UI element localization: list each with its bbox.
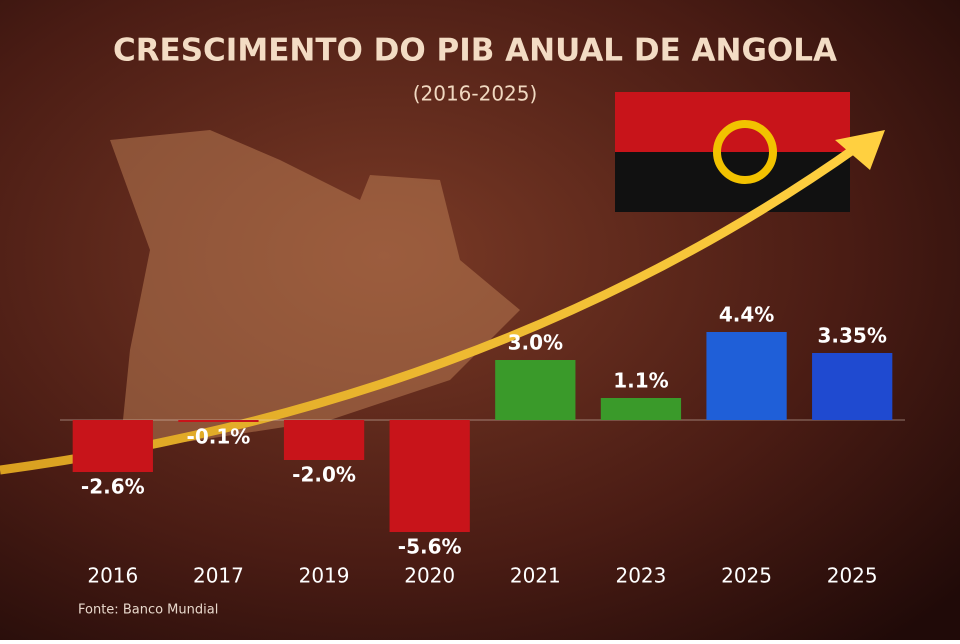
value-label: 4.4% xyxy=(719,303,774,327)
chart-subtitle: (2016-2025) xyxy=(413,82,538,106)
value-label: 1.1% xyxy=(613,369,668,393)
bar xyxy=(283,420,365,460)
value-label: 3.35% xyxy=(817,324,886,348)
x-tick-label: 2016 xyxy=(87,564,138,588)
x-tick-label: 2020 xyxy=(404,564,455,588)
bar xyxy=(178,420,259,422)
value-label: -2.0% xyxy=(292,463,356,487)
x-tick-label: 2019 xyxy=(299,564,350,588)
x-tick-label: 2017 xyxy=(193,564,244,588)
bar xyxy=(495,360,576,420)
flag xyxy=(615,92,850,212)
x-tick-label: 2025 xyxy=(827,564,878,588)
x-tick-label: 2021 xyxy=(510,564,561,588)
source-note: Fonte: Banco Mundial xyxy=(78,603,218,618)
flag-red xyxy=(615,92,850,152)
value-label: -2.6% xyxy=(81,475,145,499)
bar xyxy=(812,353,893,420)
x-tick-label: 2025 xyxy=(721,564,772,588)
value-label: -0.1% xyxy=(187,425,251,449)
bar xyxy=(600,398,682,420)
chart-title: CRESCIMENTO DO PIB ANUAL DE ANGOLA xyxy=(113,33,837,69)
flag-emblem xyxy=(713,120,777,184)
value-label: 3.0% xyxy=(508,331,563,355)
arrow-head xyxy=(835,130,885,170)
bar xyxy=(706,332,787,420)
bar xyxy=(72,420,153,472)
flag-black xyxy=(615,152,850,212)
bar xyxy=(389,420,470,532)
x-tick-label: 2023 xyxy=(615,564,666,588)
value-label: -5.6% xyxy=(398,535,462,559)
